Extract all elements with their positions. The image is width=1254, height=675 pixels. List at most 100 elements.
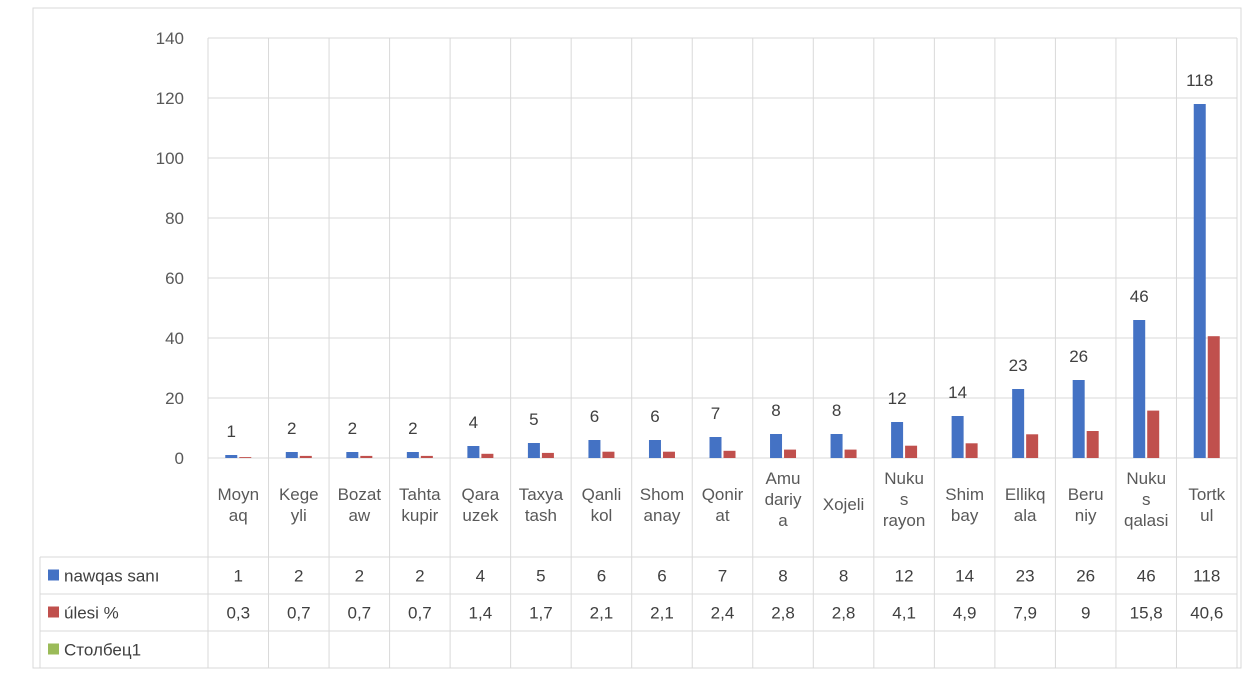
bar-nawqas bbox=[1133, 320, 1146, 458]
y-tick-label: 100 bbox=[156, 149, 184, 168]
table-cell: 0,7 bbox=[408, 604, 432, 623]
category-label: Shim bbox=[945, 485, 984, 504]
category-label: Xojeli bbox=[823, 495, 865, 514]
category-label: s bbox=[900, 490, 909, 509]
table-cell: 2,8 bbox=[771, 604, 795, 623]
category-label: Shom bbox=[640, 485, 684, 504]
table-cell: 0,3 bbox=[226, 604, 250, 623]
legend-key bbox=[48, 606, 59, 618]
category-label: ala bbox=[1014, 506, 1037, 525]
bar-ulesi bbox=[723, 450, 736, 458]
table-cell: 1,4 bbox=[469, 604, 493, 623]
category-label: Tahta bbox=[399, 485, 441, 504]
category-label: Beru bbox=[1068, 485, 1104, 504]
category-label: aq bbox=[229, 506, 248, 525]
data-label: 6 bbox=[650, 407, 659, 426]
table-cell: 2 bbox=[355, 567, 364, 586]
table-cell: 2,8 bbox=[832, 604, 856, 623]
bar-nawqas bbox=[406, 452, 419, 458]
data-label: 118 bbox=[1186, 71, 1213, 90]
data-label: 4 bbox=[469, 413, 478, 432]
category-label: anay bbox=[644, 506, 681, 525]
table-cell: 4 bbox=[476, 567, 485, 586]
table-cell: 2 bbox=[294, 567, 303, 586]
table-cell: 6 bbox=[657, 567, 666, 586]
bar-ulesi bbox=[541, 452, 554, 458]
table-cell: 14 bbox=[955, 567, 974, 586]
bar-nawqas bbox=[225, 455, 238, 458]
bar-nawqas bbox=[1012, 389, 1025, 458]
table-cell: 4,1 bbox=[892, 604, 916, 623]
table-cell: 40,6 bbox=[1190, 604, 1223, 623]
y-tick-label: 40 bbox=[165, 329, 184, 348]
category-label: aw bbox=[348, 506, 370, 525]
data-label: 46 bbox=[1130, 287, 1149, 306]
data-label: 2 bbox=[287, 419, 296, 438]
category-label: Ellikq bbox=[1005, 485, 1046, 504]
category-label: tash bbox=[525, 506, 557, 525]
data-label: 14 bbox=[948, 383, 967, 402]
legend-key bbox=[48, 643, 59, 655]
table-cell: 7,9 bbox=[1013, 604, 1037, 623]
category-label: niy bbox=[1075, 506, 1097, 525]
bar-ulesi bbox=[1207, 336, 1220, 458]
table-cell: 2,1 bbox=[650, 604, 674, 623]
bar-nawqas bbox=[588, 440, 601, 458]
y-tick-label: 120 bbox=[156, 89, 184, 108]
category-label: qalasi bbox=[1124, 511, 1168, 530]
category-label: Taxya bbox=[519, 485, 564, 504]
data-label: 26 bbox=[1069, 347, 1088, 366]
bar-ulesi bbox=[1147, 410, 1160, 458]
category-label: kol bbox=[591, 506, 613, 525]
table-cell: 15,8 bbox=[1130, 604, 1163, 623]
bar-nawqas bbox=[951, 416, 964, 458]
table-cell: 6 bbox=[597, 567, 606, 586]
bar-ulesi bbox=[965, 443, 978, 458]
bar-nawqas bbox=[891, 422, 904, 458]
category-label: Moyn bbox=[217, 485, 259, 504]
bar-ulesi bbox=[1026, 434, 1039, 458]
data-label: 23 bbox=[1009, 356, 1028, 375]
bar-ulesi bbox=[905, 445, 918, 458]
bar-ulesi bbox=[420, 455, 433, 458]
table-cell: 12 bbox=[895, 567, 914, 586]
category-label: uzek bbox=[462, 506, 498, 525]
data-label: 8 bbox=[832, 401, 841, 420]
category-label: Nuku bbox=[1126, 469, 1166, 488]
bar-nawqas bbox=[770, 434, 783, 458]
category-label: yli bbox=[291, 506, 307, 525]
table-cell: 118 bbox=[1193, 567, 1220, 586]
data-label: 6 bbox=[590, 407, 599, 426]
table-cell: 7 bbox=[718, 567, 727, 586]
table-cell: 8 bbox=[778, 567, 787, 586]
bar-ulesi bbox=[299, 455, 312, 458]
data-label: 1 bbox=[227, 422, 236, 441]
table-cell: 46 bbox=[1137, 567, 1156, 586]
bar-nawqas bbox=[467, 446, 480, 458]
category-label: ul bbox=[1200, 506, 1213, 525]
category-label: Bozat bbox=[338, 485, 382, 504]
legend-key bbox=[48, 569, 59, 581]
bar-nawqas bbox=[1072, 380, 1085, 458]
table-row-name: Столбец1 bbox=[64, 641, 141, 660]
category-label: Nuku bbox=[884, 469, 924, 488]
bar-ulesi bbox=[360, 455, 373, 458]
table-cell: 2 bbox=[415, 567, 424, 586]
data-label: 12 bbox=[888, 389, 907, 408]
data-label: 8 bbox=[771, 401, 780, 420]
bar-nawqas bbox=[346, 452, 359, 458]
bar-ulesi bbox=[481, 453, 494, 458]
category-label: bay bbox=[951, 506, 979, 525]
table-cell: 0,7 bbox=[287, 604, 311, 623]
y-tick-label: 0 bbox=[175, 449, 184, 468]
category-label: at bbox=[715, 506, 729, 525]
table-cell: 2,4 bbox=[711, 604, 735, 623]
bar-ulesi bbox=[662, 451, 675, 458]
category-label: s bbox=[1142, 490, 1151, 509]
bar-ulesi bbox=[844, 449, 857, 458]
data-label: 2 bbox=[348, 419, 357, 438]
category-label: dariy bbox=[765, 490, 802, 509]
bar-nawqas bbox=[1193, 104, 1206, 458]
data-label: 5 bbox=[529, 410, 538, 429]
